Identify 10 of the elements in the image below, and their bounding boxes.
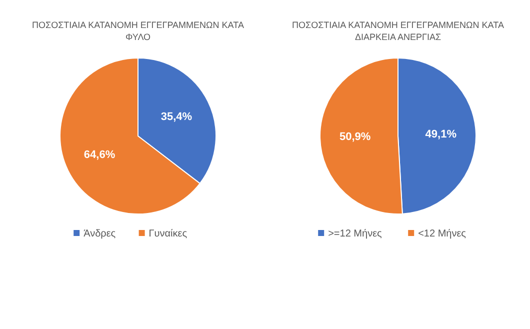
- data-label: 50,9%: [340, 131, 371, 144]
- chart-title: ΠΟΣΟΣΤΙΑΙΑ ΚΑΤΑΝΟΜΗ ΕΓΓΕΓΡΑΜΜΕΝΩΝ ΚΑΤΑ ΦΥΛΟ: [32, 20, 244, 42]
- chart-title: ΠΟΣΟΣΤΙΑΙΑ ΚΑΤΑΝΟΜΗ ΕΓΓΕΓΡΑΜΜΕΝΩΝ ΚΑΤΑ ΔΙΑΡΚΕΙΑ ΑΝΕΡΓΙΑΣ: [292, 20, 504, 42]
- legend-label: <12 Μήνες: [418, 228, 466, 240]
- legend-label: >=12 Μήνες: [328, 228, 382, 240]
- data-label: 64,6%: [84, 148, 116, 161]
- legend-label: Άνδρες: [84, 228, 116, 240]
- legend-label: Γυναίκες: [148, 228, 188, 240]
- data-label: 35,4%: [160, 110, 192, 123]
- data-label: 49,1%: [425, 128, 457, 141]
